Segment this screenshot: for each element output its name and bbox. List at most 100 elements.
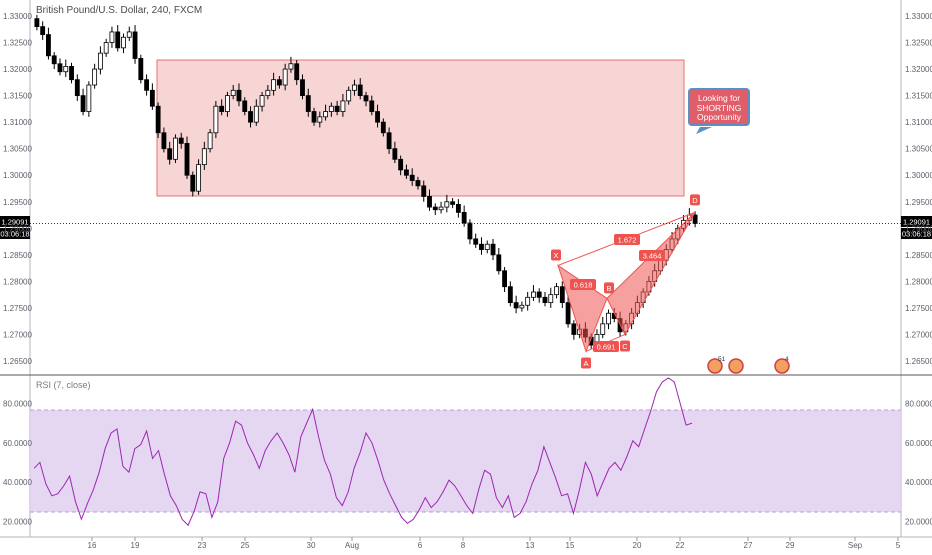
price-tick-left: 1.33000: [3, 12, 32, 21]
shorting-callout[interactable]: Looking for SHORTING Opportunity: [688, 88, 750, 126]
time-tick-label: 15: [566, 541, 575, 550]
price-tick-right: 1.29000: [905, 224, 932, 233]
candle-bear: [184, 142, 190, 176]
pattern-point-box: [620, 340, 630, 352]
price-tick-right: 1.26500: [905, 357, 932, 366]
pattern-ratio-label: 1.672: [618, 236, 637, 245]
candle-bull: [288, 63, 294, 70]
rsi-tick-right: 80.0000: [905, 400, 932, 409]
pattern-ratio-box: [570, 279, 596, 290]
price-tick-left: 1.27500: [3, 304, 32, 313]
candle-bear: [380, 121, 386, 134]
price-tick-left: 1.30000: [3, 171, 32, 180]
candle-bear: [427, 196, 432, 208]
rsi-layer: [33, 377, 693, 527]
candle-bull: [196, 164, 201, 192]
price-tick-left: 1.28500: [3, 251, 32, 260]
candle-bull: [225, 95, 230, 112]
price-tick-right: 1.27500: [905, 304, 932, 313]
candle-bear: [294, 63, 300, 81]
candle-bull: [121, 36, 126, 49]
rsi-tick-left: 80.0000: [3, 400, 32, 409]
callout-line-1: Looking for: [697, 93, 741, 103]
pattern-ratio-box: [639, 250, 665, 261]
time-tick-label: Sep: [848, 541, 863, 550]
candle-bear: [40, 26, 46, 35]
candle-bear: [559, 286, 565, 304]
rsi-tick-right: 20.0000: [905, 517, 932, 526]
candle-bear: [386, 132, 392, 150]
candle-bear: [132, 31, 138, 59]
candle-bull: [323, 111, 329, 118]
candle-bull: [484, 243, 490, 250]
candle-bear: [565, 302, 571, 325]
candle-bear: [57, 63, 63, 73]
countdown-left-text: 03:06:18: [0, 230, 29, 239]
candle-bear: [138, 58, 144, 81]
candle-bear: [409, 174, 415, 181]
price-tick-left: 1.30500: [3, 145, 32, 154]
price-tick-left: 1.26500: [3, 357, 32, 366]
candle-bear: [276, 79, 282, 86]
candle-bull: [265, 89, 271, 97]
candle-bull: [606, 312, 611, 325]
candle-bear: [46, 34, 51, 57]
candle-bear: [167, 148, 173, 160]
time-tick-label: 16: [88, 541, 97, 550]
candle-bear: [300, 79, 305, 97]
candle-bear: [149, 89, 155, 107]
candle-bear: [571, 323, 577, 335]
candle-bear: [219, 105, 225, 112]
pattern-point-box: [581, 357, 591, 369]
pattern-point-label: C: [622, 342, 628, 351]
price-tick-left: 1.29500: [3, 198, 32, 207]
candle-bull: [554, 286, 559, 296]
time-tick-label: 23: [198, 541, 207, 550]
price-tick-right: 1.27000: [905, 330, 932, 339]
price-tick-right: 1.32500: [905, 39, 932, 48]
price-tick-left: 1.28000: [3, 277, 32, 286]
pattern-ratio-label: 3.464: [643, 252, 662, 261]
candle-bull: [328, 105, 334, 112]
price-tick-left: 1.32000: [3, 65, 32, 74]
time-tick-label: 5: [896, 541, 901, 550]
price-tick-right: 1.32000: [905, 65, 932, 74]
time-tick-label: 20: [633, 541, 642, 550]
candle-bull: [600, 323, 606, 335]
event-flag-icon-us-2[interactable]: 4: [774, 356, 790, 374]
price-tick-left: 1.31000: [3, 118, 32, 127]
candle-bear: [542, 296, 548, 304]
candle-bear: [242, 100, 248, 112]
pattern-ratio-label: 0.618: [574, 281, 593, 290]
candle-bear: [432, 206, 438, 211]
price-tag-right-text: 1.29091: [903, 218, 930, 227]
chart-title: British Pound/U.S. Dollar, 240, FXCM: [36, 5, 202, 16]
candle-bull: [438, 206, 444, 211]
candle-bear: [190, 174, 196, 192]
candle-bear: [51, 55, 57, 65]
candle-bull: [126, 31, 132, 38]
candle-bull: [352, 84, 357, 91]
candle-bear: [398, 158, 404, 171]
harmonic-pattern-layer: X A B C D 0.618 1.672 3.464 0.691: [551, 194, 700, 369]
candle-bear: [74, 79, 80, 97]
time-tick-label: 6: [418, 541, 423, 550]
pattern-point-label: B: [606, 284, 611, 293]
time-tick-label: 27: [744, 541, 753, 550]
candle-bear: [80, 95, 86, 112]
event-flag-icon-us[interactable]: [728, 358, 744, 374]
pattern-ratio-box: [593, 341, 619, 352]
candle-bull: [531, 291, 536, 298]
event-flag-icon-uk[interactable]: 51: [707, 356, 726, 374]
countdown-right-text: 03:06:18: [902, 230, 931, 239]
price-tag-left-text: 1.29091: [1, 218, 28, 227]
price-tick-right: 1.31500: [905, 92, 932, 101]
candle-bear: [178, 137, 184, 144]
resistance-zone: [156, 59, 685, 197]
candle-bear: [461, 211, 467, 224]
candle-bear: [450, 201, 456, 205]
candle-bear: [363, 95, 369, 102]
candle-bull: [444, 201, 450, 208]
